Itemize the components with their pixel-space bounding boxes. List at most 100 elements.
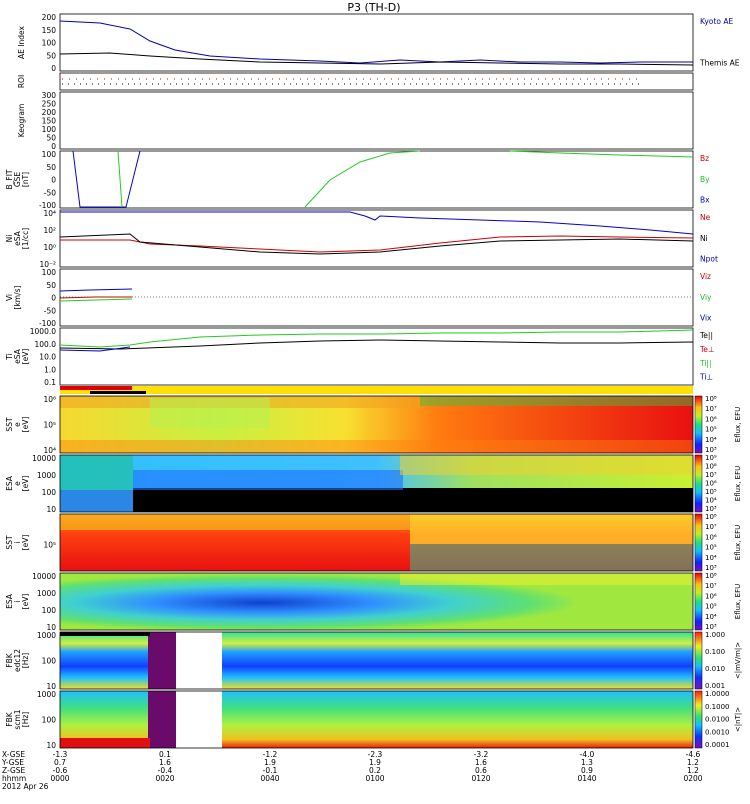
sst-electron-spectrogram — [60, 396, 693, 453]
vix-line — [59, 288, 133, 292]
esa_e-ylabel: e — [13, 481, 22, 486]
density-tick: 10⁻² — [39, 260, 56, 269]
xaxis-value: 0000 — [50, 774, 69, 783]
bfield-ylabel: GSE — [13, 172, 22, 188]
esa_i-ylabel: ESA — [5, 593, 14, 609]
te-par-line — [59, 339, 694, 350]
fbk_b-tick: 1000 — [37, 690, 56, 699]
velocity-series — [59, 288, 133, 302]
bfield-legend: By — [700, 175, 710, 184]
esa_i-cbar-tick: 10⁸ — [705, 572, 717, 580]
keogram-tick: 250 — [42, 100, 57, 109]
fbk_e-ylabel: edc12 — [13, 649, 22, 672]
sst_i-cbar-label: Eflux, EFU — [734, 525, 742, 560]
xaxis-value: 1.9 — [369, 758, 381, 767]
colorbars — [694, 395, 703, 749]
temp-tick: 1000.0 — [30, 327, 56, 336]
sst_i-cbar-tick: 10⁸ — [705, 513, 717, 521]
temp-tick: 10.0 — [39, 353, 56, 362]
sst_e-cbar-tick: 10⁶ — [705, 415, 717, 423]
ae-legend: Kyoto AE — [700, 17, 733, 26]
esa_e-cbar-tick: 10⁴ — [705, 497, 717, 505]
density-tick: 10⁰ — [43, 243, 56, 252]
esa_e-tick: 10 — [46, 505, 56, 514]
bfield-series — [72, 150, 694, 208]
density-legend: Ni — [700, 234, 708, 243]
fbk_e-tick: 10 — [46, 682, 56, 691]
xaxis-value: 0.9 — [581, 766, 593, 775]
ae-tick: 150 — [42, 26, 57, 35]
fbk_e-tick: 1000 — [37, 631, 56, 640]
npot-line — [60, 211, 694, 235]
fbk_b-cbar-tick: 0.0100 — [705, 716, 730, 724]
xaxis-value: -4.6 — [686, 750, 701, 759]
fbk_b-cbar-label: <|nT|> — [734, 707, 742, 732]
bfield-tick: 0 — [51, 176, 56, 185]
xaxis-value: 0100 — [365, 774, 384, 783]
velocity-legend: Vix — [700, 314, 712, 323]
esa_e-cbar-tick: 10⁶ — [705, 480, 717, 488]
temp-legend: Te|| — [699, 331, 713, 340]
sst_e-ylabel: SST — [5, 417, 14, 432]
esa-ion-spectrogram — [60, 573, 693, 630]
velocity-tick: -50 — [44, 306, 56, 315]
bx-line — [72, 150, 141, 208]
keogram-tick: 300 — [42, 91, 57, 100]
ae-tick: 200 — [42, 13, 57, 22]
esa_i-tick: 1000 — [37, 589, 56, 598]
xaxis-row-label: Y-GSE — [1, 758, 24, 767]
xaxis-value: -4.0 — [580, 750, 595, 759]
density-ylabel: eSA — [13, 230, 22, 246]
fbk_b-tick: 100 — [42, 716, 57, 725]
sst_e-ylabel: e — [13, 422, 22, 427]
fbk_e-cbar-tick: 0.010 — [705, 665, 725, 673]
ti-par-line — [59, 329, 694, 348]
velocity-tick: -100 — [39, 319, 56, 328]
esa_i-tick: 100 — [42, 606, 57, 615]
temp-tick: 1.0 — [44, 365, 56, 374]
xaxis-value: -0.4 — [158, 766, 173, 775]
keogram-tick: 200 — [42, 108, 57, 117]
ae-legend: Themis AE — [699, 59, 740, 68]
xaxis-value: 0040 — [260, 774, 279, 783]
esa_e-cbar-tick: 10⁹ — [705, 454, 717, 462]
fbk_b-ylabel: [Hz] — [21, 712, 30, 728]
sst_i-tick: 10⁵ — [43, 541, 56, 550]
xaxis-row-label: Z-GSE — [2, 766, 26, 775]
sst_i-cbar-tick: 10³ — [705, 564, 717, 572]
temp-ylabel: eSA — [13, 348, 22, 364]
xaxis-value: 1.2 — [687, 758, 699, 767]
sst_e-tick: 10⁵ — [43, 421, 56, 430]
xaxis-value: 0140 — [577, 774, 596, 783]
ne-line — [60, 235, 694, 253]
esa_e-cbar-tick: 10⁸ — [705, 463, 717, 471]
xaxis-value: 0020 — [155, 774, 174, 783]
xaxis-value: 0.1 — [159, 750, 171, 759]
temp-ylabel: [eV] — [21, 349, 30, 365]
esa_e-tick: 100 — [42, 488, 57, 497]
xaxis-value: 1.3 — [581, 758, 593, 767]
temp-legend: Ti⊥ — [699, 373, 713, 382]
density-tick: 10⁴ — [43, 209, 56, 218]
esa_i-cbar-label: Eflux, EFU — [734, 584, 742, 619]
density-tick: 10² — [43, 226, 56, 235]
fbk_b-tick: 10 — [46, 741, 56, 750]
fbk_b-cbar-tick: 0.0001 — [705, 741, 730, 749]
temperature-series — [59, 329, 694, 352]
velocity-tick: 100 — [42, 268, 57, 277]
bfield-ylabel: [nT] — [21, 172, 30, 187]
temp-legend: Ti|| — [699, 359, 712, 368]
bfield-legend: Bz — [700, 154, 709, 163]
xaxis-row-label: X-GSE — [2, 750, 25, 759]
fbk_e-tick: 100 — [42, 657, 57, 666]
velocity-tick: 50 — [46, 281, 56, 290]
esa_e-ylabel: ESA — [5, 475, 14, 491]
ae-series — [59, 20, 694, 66]
roi-markers — [62, 78, 640, 85]
xaxis-value: 0.7 — [54, 758, 66, 767]
keogram-tick: 150 — [42, 117, 57, 126]
sst_i-cbar-tick: 10⁷ — [705, 523, 717, 531]
xaxis-value: -1.3 — [53, 750, 68, 759]
